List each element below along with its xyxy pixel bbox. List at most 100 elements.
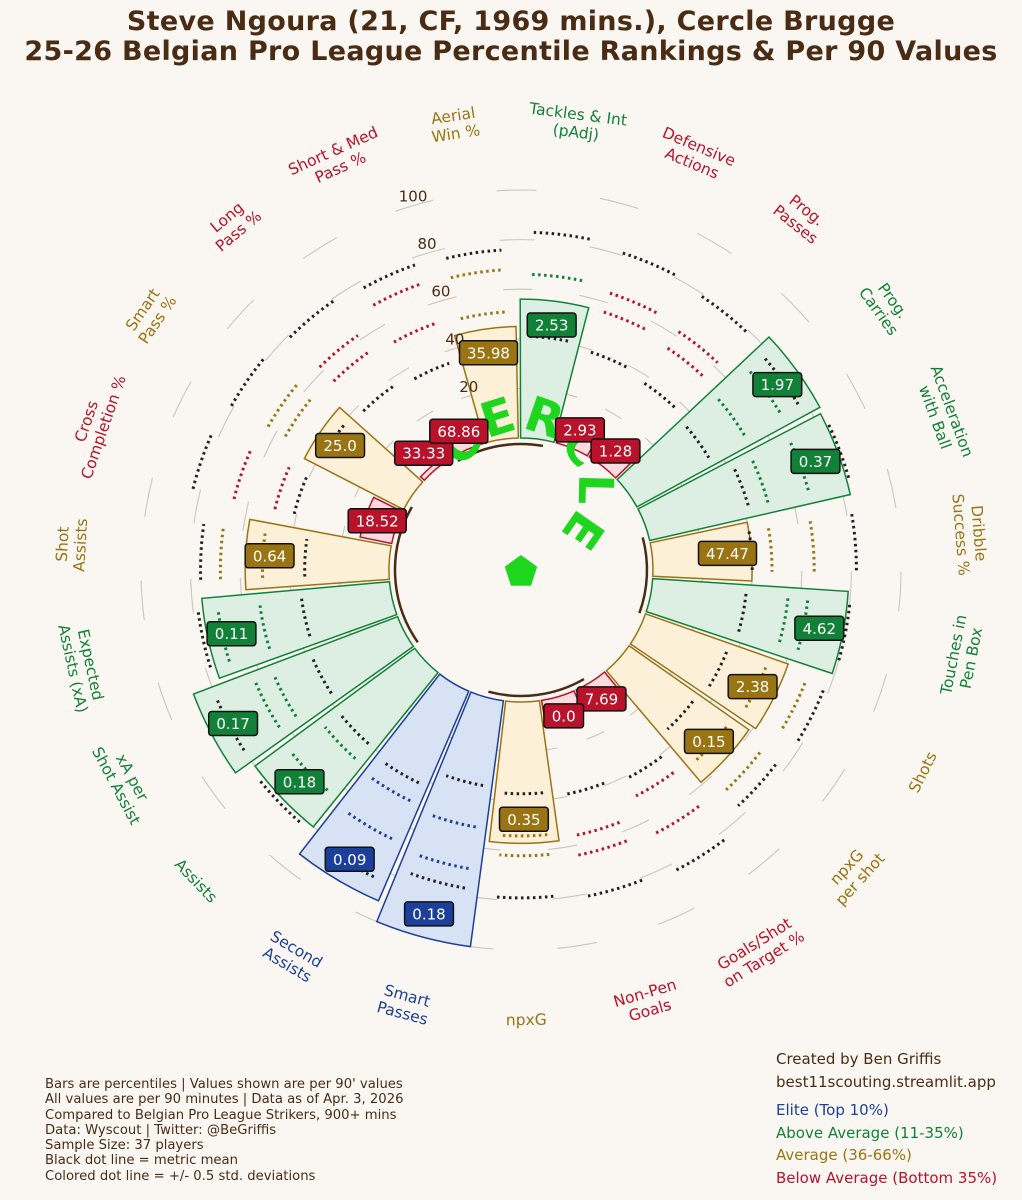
mean-std-marker [827,424,851,481]
ring-grid-arc [873,673,888,712]
ring-grid-arc [552,893,588,900]
ring-grid-arc [640,863,673,879]
value-label-text: 0.18 [412,905,445,923]
metric-label: DefensiveActions [653,124,738,187]
mean-std-marker [685,425,711,459]
note-line: Black dot line = metric mean [45,1153,238,1169]
value-label-box [244,543,295,569]
mean-std-marker [500,833,548,838]
legend-below-average: Below Average (Bottom 35%) [776,1168,998,1187]
mean-std-marker [609,291,658,315]
ring-label: 100 [399,188,428,206]
mean-std-marker [346,811,393,841]
legend-above-average: Above Average (11-35%) [776,1123,964,1142]
ring-grid-arc [242,501,250,531]
mean-std-marker [751,460,770,504]
value-label: 0.35 [498,806,550,833]
mean-std-marker [700,295,748,334]
value-label: 0.09 [324,846,375,873]
mean-std-marker [445,248,502,260]
chart-subtitle: 25-26 Belgian Pro League Percentile Rank… [24,36,998,67]
mean-std-marker [283,396,314,438]
mean-std-marker [191,432,214,490]
metric-label: SmartPass % [120,282,180,347]
value-label: 1.28 [590,438,641,464]
value-label-text: 7.69 [585,690,618,708]
value-label-text: 1.28 [599,443,632,461]
ring-grid-arc [499,239,535,241]
value-label: 35.98 [458,340,519,366]
value-label-text: 18.52 [356,512,399,530]
value-label-box [543,703,585,729]
center-arc [638,537,649,614]
value-label-text: 0.09 [333,851,366,869]
ring-grid-arc [827,660,840,694]
mean-std-marker [371,776,411,803]
mean-std-marker [779,682,807,732]
mean-std-marker [303,538,309,577]
percentile-bar [645,577,849,675]
mean-std-marker [254,682,281,729]
metric-label: Prog.Carries [855,273,916,338]
mean-std-marker [450,268,503,280]
ring-grid-arc [226,299,255,330]
ring-grid-arc [886,468,897,508]
mean-std-marker [666,346,705,379]
note-line: Compared to Belgian Pro League Strikers,… [45,1107,397,1123]
metric-label: npxGper shot [819,837,889,909]
ring-grid-arc [696,232,732,255]
ring-grid-arc [557,941,597,949]
mean-std-marker [196,611,212,668]
value-label: 0.15 [683,728,735,755]
mean-std-marker [767,527,774,572]
mean-std-marker [573,820,621,838]
value-label-text: 0.17 [216,715,249,733]
mean-std-marker [796,689,825,742]
ring-grid-arc [848,571,852,606]
ring-grid-arc [201,776,226,809]
mean-std-marker [743,666,768,710]
mean-std-marker [717,398,747,437]
mean-std-marker [273,466,291,510]
value-label-box [314,432,366,459]
mean-std-marker [635,771,675,798]
mean-std-marker [311,658,333,695]
mean-std-marker [321,845,375,879]
mean-std-marker [565,781,605,796]
footer-notes: Bars are percentiles | Values shown are … [45,1077,403,1184]
value-label-text: 35.98 [467,344,510,362]
ring-grid-arc [622,819,650,833]
value-label-box [752,371,803,398]
ring-grid-arc [898,571,902,612]
mean-std-marker [199,523,206,580]
ring-grid-arc [303,369,325,393]
value-label: 47.47 [697,540,758,567]
mean-std-marker [707,651,728,688]
ring-grid-arc [144,477,153,517]
value-label-text: 2.53 [535,317,568,335]
note-line: Bars are percentiles | Values shown are … [45,1077,403,1092]
ring-grid-arc [748,848,780,875]
value-label: 0.18 [403,901,455,927]
ring-grid-arc [599,197,639,210]
value-label: 25.0 [314,432,366,459]
metric-label: Assists [171,856,221,907]
metric-label: SmartPasses [375,981,434,1029]
mean-std-marker [230,357,266,407]
mean-std-marker [372,282,423,307]
mean-std-marker [622,251,677,277]
center-arc [457,442,544,462]
metric-label: ShotAssists [52,517,91,572]
value-label-text: 0.0 [552,707,576,725]
mean-std-marker [216,609,231,662]
mean-std-marker [532,273,584,283]
mean-std-marker [496,894,554,900]
mean-std-marker [577,839,628,857]
mean-std-marker [590,350,629,370]
ring-grid-arc [547,844,578,851]
ring-grid-arc [411,247,445,259]
ring-grid-arc [265,334,290,361]
mean-std-marker [737,763,777,807]
value-label-box [554,417,606,443]
metric-label: Goals/Shoton Target % [711,912,808,991]
